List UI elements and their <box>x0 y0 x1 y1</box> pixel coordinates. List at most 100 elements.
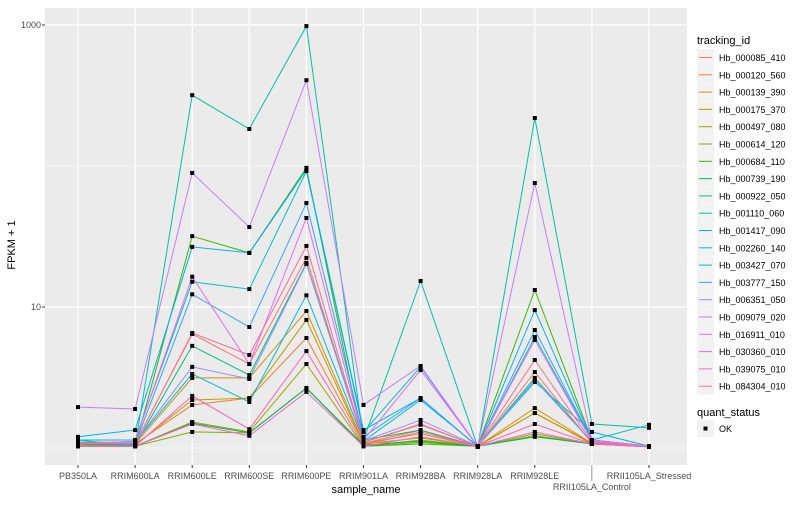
data-point <box>304 389 309 394</box>
legend-label: Hb_084304_010 <box>719 382 786 392</box>
data-point <box>76 441 80 446</box>
data-point <box>247 399 252 404</box>
data-point <box>361 402 366 407</box>
legend-label: Hb_000684_110 <box>719 157 785 167</box>
data-point <box>133 407 138 412</box>
data-point <box>247 362 252 367</box>
legend-label: Hb_000120_560 <box>719 70 786 80</box>
legend-item: Hb_003427_070 <box>697 256 786 274</box>
legend-label: Hb_000085_410 <box>719 53 786 63</box>
legend-title: tracking_id <box>697 35 750 47</box>
legend-item: Hb_039075_010 <box>697 360 786 378</box>
data-point <box>532 369 537 374</box>
data-point <box>589 421 594 426</box>
data-point <box>532 337 537 342</box>
data-point <box>76 444 80 449</box>
data-point <box>247 396 252 401</box>
data-point <box>647 425 651 430</box>
data-point <box>304 317 309 322</box>
shape-legend-item: OK <box>697 420 732 437</box>
data-point <box>532 327 537 332</box>
legend-item: Hb_001417_090 <box>697 222 786 239</box>
data-point <box>247 325 252 330</box>
y-axis: 10 1000 <box>21 20 45 312</box>
data-point <box>304 255 309 260</box>
data-point <box>418 421 423 426</box>
x-tick-label: RRII105LA_Control <box>553 482 631 492</box>
data-point <box>532 308 537 313</box>
legend-label: Hb_000497_080 <box>719 122 786 132</box>
data-point <box>418 429 423 434</box>
data-point <box>304 215 309 220</box>
data-point <box>532 429 537 434</box>
legend-label: Hb_001417_090 <box>719 226 786 236</box>
legend-item: Hb_000085_410 <box>697 49 786 66</box>
data-point <box>190 244 195 249</box>
x-tick-label: RRII105LA_Stressed <box>607 471 692 481</box>
data-point <box>247 250 252 255</box>
data-point <box>532 434 537 439</box>
data-point <box>418 417 423 422</box>
data-point <box>133 444 138 449</box>
legend-item: Hb_000739_190 <box>697 170 786 188</box>
legend-label: Hb_009079_020 <box>719 313 786 323</box>
data-point <box>190 274 195 279</box>
x-axis-title: sample_name <box>331 484 400 496</box>
legend: tracking_id Hb_000085_410 Hb_000120_560 Hb… <box>697 35 786 437</box>
x-tick-label: RRIM600PE <box>281 471 331 481</box>
x-axis: PB350LA RRIM600LA RRIM600LE RRIM600SE RRIM60… <box>59 465 691 492</box>
legend-item: Hb_000497_080 <box>697 118 786 136</box>
legend-label: Hb_016911_010 <box>719 330 785 340</box>
x-tick-label: RRIM928LA <box>453 471 502 481</box>
data-point <box>304 261 309 266</box>
data-point <box>532 421 537 426</box>
data-point <box>532 411 537 416</box>
legend-label: Hb_030360_010 <box>719 347 786 357</box>
data-point <box>247 433 252 438</box>
y-tick-label: 1000 <box>21 20 41 30</box>
legend-item: Hb_000139_390 <box>697 83 786 101</box>
data-point <box>304 349 309 354</box>
data-point <box>532 115 537 120</box>
data-point <box>190 170 195 175</box>
data-point <box>532 375 537 380</box>
data-point <box>304 201 309 206</box>
data-point <box>647 444 651 449</box>
y-axis-title: FPKM + 1 <box>6 220 18 269</box>
data-point <box>190 364 195 369</box>
data-point <box>304 362 309 367</box>
data-point <box>247 126 252 131</box>
data-point <box>418 368 423 373</box>
legend-label: Hb_000739_190 <box>719 174 786 184</box>
data-point <box>361 437 366 442</box>
legend-item: Hb_016911_010 <box>697 325 785 343</box>
data-points <box>76 24 651 449</box>
legend-item: Hb_003777_150 <box>697 273 786 291</box>
x-tick-label: RRIM600LE <box>168 471 217 481</box>
data-point <box>190 429 195 434</box>
legend-item: Hb_000922_050 <box>697 187 786 205</box>
data-point <box>532 357 537 362</box>
x-tick-label: RRIM600LA <box>111 471 160 481</box>
x-tick-label: RRIM928BA <box>396 471 446 481</box>
data-point <box>304 386 309 391</box>
data-point <box>190 331 195 336</box>
legend-label: Hb_002260_140 <box>719 243 786 253</box>
data-point <box>418 441 423 446</box>
legend-label: Hb_000175_370 <box>719 105 786 115</box>
data-point <box>247 225 252 230</box>
x-tick-label: RRIM600SE <box>224 471 274 481</box>
y-tick-label: 10 <box>31 302 41 312</box>
legend-label: Hb_003777_150 <box>719 278 786 288</box>
legend-item: Hb_000120_560 <box>697 66 786 84</box>
data-point <box>532 406 537 411</box>
legend-label: OK <box>719 424 732 434</box>
legend-item: Hb_001110_060 <box>697 204 784 222</box>
data-point <box>304 243 309 248</box>
data-point <box>304 78 309 83</box>
data-point <box>247 287 252 292</box>
data-point <box>190 93 195 98</box>
plot-panel <box>45 8 687 465</box>
legend-label: Hb_039075_010 <box>719 364 786 374</box>
